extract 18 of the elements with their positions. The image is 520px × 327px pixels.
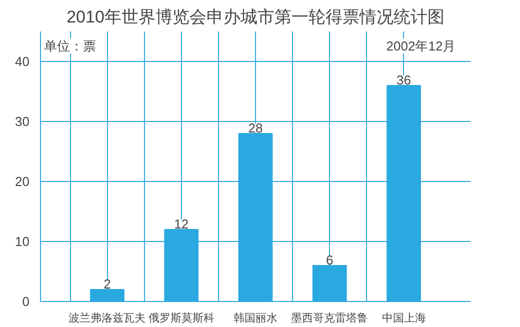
x-tick-label: 墨西哥克雷塔鲁 — [291, 312, 368, 324]
data-label: 6 — [326, 252, 334, 268]
annotation: 2002年12月 — [386, 38, 456, 54]
x-tick-label: 韩国丽水 — [234, 312, 278, 324]
y-tick-label: 40 — [15, 54, 30, 69]
y-axis-title: 单位：票 — [44, 38, 96, 54]
data-label: 2 — [104, 276, 111, 292]
y-tick-label: 0 — [22, 294, 30, 309]
chart-title: 2010年世界博览会申办城市第一轮得票情况统计图 — [66, 8, 444, 26]
data-label: 36 — [396, 72, 412, 88]
y-tick-label: 30 — [15, 114, 30, 129]
x-tick-label: 中国上海 — [382, 312, 426, 324]
x-tick-label: 俄罗斯莫斯科 — [148, 312, 214, 324]
y-tick-label: 20 — [15, 174, 30, 189]
data-label: 12 — [174, 216, 189, 232]
y-tick-label: 10 — [15, 234, 30, 249]
data-label: 28 — [248, 120, 263, 136]
x-tick-label: 波兰弗洛兹瓦夫 — [68, 312, 146, 324]
